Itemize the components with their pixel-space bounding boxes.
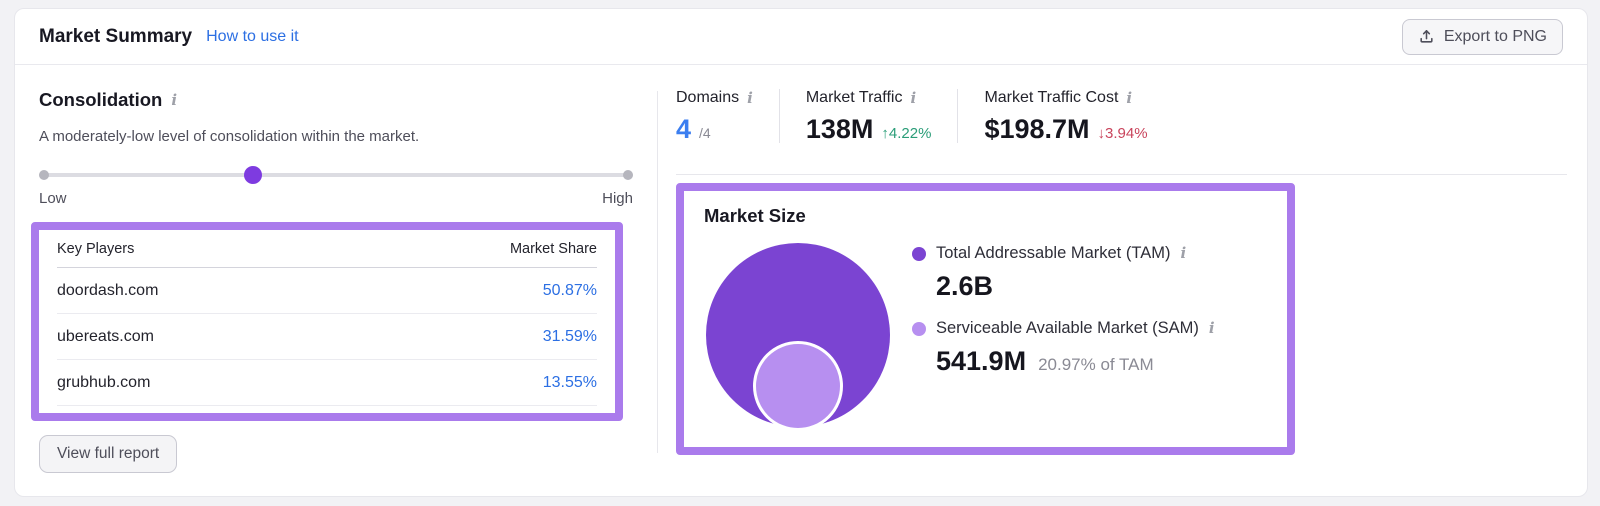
info-icon[interactable]: i — [1180, 244, 1187, 262]
slider-high-label: High — [602, 190, 633, 207]
card-body: Consolidation i A moderately-low level o… — [15, 65, 1587, 497]
slider-low-endpoint — [39, 170, 49, 180]
stat-value-row: 4 /4 — [676, 116, 753, 143]
market-share-cell[interactable]: 31.59% — [542, 327, 597, 345]
stat-market-traffic: Market Traffic i 138M ↑4.22% — [778, 89, 958, 143]
info-icon[interactable]: i — [910, 88, 917, 107]
stat-value-row: 138M ↑4.22% — [806, 116, 932, 143]
info-icon[interactable]: i — [1126, 88, 1133, 107]
sam-legend-row: Serviceable Available Market (SAM) i — [912, 319, 1215, 338]
tam-value-row: 2.6B — [936, 273, 1215, 300]
slider-thumb[interactable] — [243, 166, 262, 184]
tam-dot-icon — [912, 246, 926, 261]
stat-label-row: Market Traffic i — [806, 89, 932, 107]
info-icon[interactable]: i — [747, 88, 753, 107]
domains-value: 4 — [676, 114, 692, 144]
domain-cell: doordash.com — [57, 281, 159, 299]
market-size-content: Total Addressable Market (TAM) i 2.6B Se… — [704, 239, 1267, 439]
stats-row: Domains i 4 /4 Market Traffic i 138M — [676, 89, 1567, 175]
slider-high-endpoint — [623, 170, 633, 180]
export-to-png-button[interactable]: Export to PNG — [1401, 18, 1563, 55]
consolidation-description: A moderately-low level of consolidation … — [39, 128, 420, 145]
slider-labels: Low High — [39, 190, 633, 207]
market-traffic-cost-label: Market Traffic Cost — [984, 89, 1119, 106]
page-title: Market Summary — [39, 25, 193, 47]
market-share-cell[interactable]: 50.87% — [542, 281, 597, 299]
column-key-players: Key Players — [57, 241, 135, 257]
market-traffic-change: ↑4.22% — [881, 125, 932, 142]
domain-cell: grubhub.com — [57, 373, 151, 391]
stat-domains: Domains i 4 /4 — [676, 89, 779, 143]
column-market-share: Market Share — [509, 241, 597, 257]
stat-label-row: Market Traffic Cost i — [984, 89, 1147, 107]
table-row: doordash.com 50.87% — [57, 268, 597, 314]
market-traffic-value: 138M — [805, 114, 874, 144]
stat-value-row: $198.7M ↓3.94% — [984, 116, 1147, 143]
info-icon[interactable]: i — [171, 90, 178, 109]
key-players-table-header: Key Players Market Share — [57, 230, 597, 268]
sam-value-row: 541.9M 20.97% of TAM — [936, 348, 1215, 375]
view-full-report-button[interactable]: View full report — [39, 435, 178, 473]
slider-track[interactable] — [39, 173, 633, 177]
domains-label: Domains — [676, 89, 740, 106]
export-icon — [1418, 28, 1435, 45]
market-size-title: Market Size — [704, 205, 806, 226]
info-icon[interactable]: i — [1208, 319, 1215, 337]
stat-market-traffic-cost: Market Traffic Cost i $198.7M ↓3.94% — [957, 89, 1173, 143]
market-size-bubble-chart — [704, 239, 896, 439]
stat-label-row: Domains i — [676, 89, 753, 107]
market-traffic-label: Market Traffic — [805, 89, 903, 106]
export-button-label: Export to PNG — [1443, 27, 1547, 45]
sam-value: 541.9M — [936, 346, 1027, 376]
slider-low-label: Low — [39, 190, 67, 207]
table-row: grubhub.com 13.55% — [57, 360, 597, 406]
market-traffic-cost-value: $198.7M — [984, 114, 1090, 144]
consolidation-panel: Consolidation i A moderately-low level o… — [15, 65, 657, 497]
sam-bubble — [753, 341, 843, 431]
market-size-highlight-box: Market Size Total Addressable Market (TA… — [676, 183, 1295, 455]
tam-value: 2.6B — [936, 271, 994, 301]
how-to-use-link[interactable]: How to use it — [206, 27, 299, 45]
domains-suffix: /4 — [699, 125, 711, 141]
card-header: Market Summary How to use it Export to P… — [15, 9, 1587, 65]
market-share-cell[interactable]: 13.55% — [542, 373, 597, 391]
domain-cell: ubereats.com — [57, 327, 154, 345]
key-players-highlight-box: Key Players Market Share doordash.com 50… — [31, 222, 623, 421]
market-size-legend: Total Addressable Market (TAM) i 2.6B Se… — [912, 239, 1215, 439]
consolidation-title-row: Consolidation i — [39, 89, 633, 111]
sam-label: Serviceable Available Market (SAM) — [936, 319, 1199, 337]
consolidation-slider[interactable] — [39, 166, 633, 184]
market-traffic-cost-change: ↓3.94% — [1097, 125, 1148, 142]
vertical-divider — [657, 91, 658, 453]
table-row: ubereats.com 31.59% — [57, 314, 597, 360]
market-overview-panel: Domains i 4 /4 Market Traffic i 138M — [658, 65, 1587, 497]
tam-legend-row: Total Addressable Market (TAM) i — [912, 244, 1215, 263]
sam-dot-icon — [912, 321, 926, 336]
consolidation-title: Consolidation — [39, 89, 163, 110]
sam-percent-of-tam: 20.97% of TAM — [1038, 355, 1154, 374]
market-summary-card: Market Summary How to use it Export to P… — [14, 8, 1588, 497]
tam-label: Total Addressable Market (TAM) — [936, 244, 1171, 262]
